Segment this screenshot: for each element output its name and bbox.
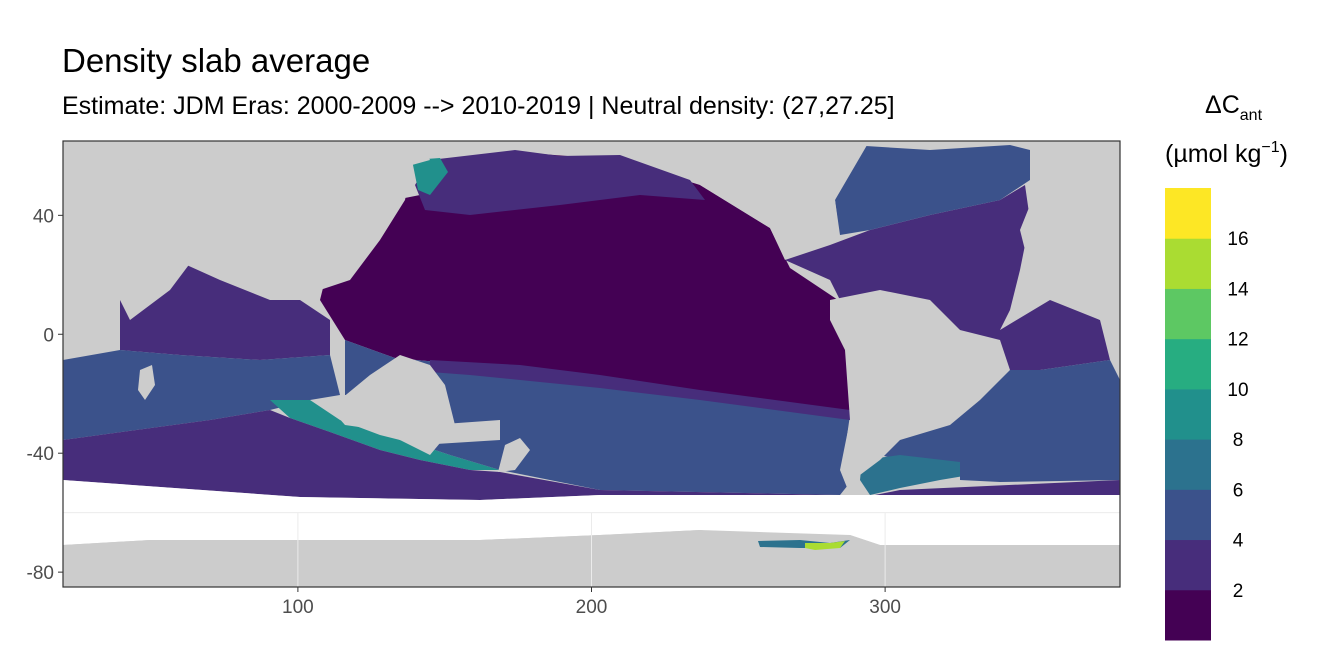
legend-swatch bbox=[1165, 439, 1211, 490]
legend-swatch bbox=[1165, 238, 1211, 289]
x-tick-label: 100 bbox=[282, 597, 314, 618]
indian-south-zone bbox=[63, 350, 340, 440]
x-tick-label: 200 bbox=[576, 597, 608, 618]
subpolar-atlantic-zone bbox=[835, 145, 1030, 235]
legend-swatch bbox=[1165, 188, 1211, 239]
legend-swatch bbox=[1165, 288, 1211, 340]
africa-east-land bbox=[1020, 180, 1120, 330]
legend-title-line2: (µmol kg−1) bbox=[1165, 139, 1288, 168]
new-zealand-land bbox=[498, 438, 530, 472]
asia-land bbox=[120, 141, 430, 290]
legend-title-line1: ΔCant bbox=[1205, 91, 1263, 124]
legend-label: 16 bbox=[1227, 229, 1248, 250]
europe-land bbox=[1030, 141, 1120, 180]
amundsen-hotspot-zone bbox=[805, 541, 845, 550]
map-panel bbox=[63, 141, 1120, 587]
south-america-land bbox=[830, 290, 1010, 495]
y-tick-label: 0 bbox=[43, 325, 54, 346]
y-tick-label: 40 bbox=[33, 206, 54, 227]
legend-swatch bbox=[1165, 388, 1211, 440]
southern-ocean-band bbox=[63, 410, 1120, 500]
graticule bbox=[63, 512, 1120, 587]
legend-swatch bbox=[1165, 489, 1211, 541]
color-legend: ΔCant (µmol kg−1) 2 4 6 8 10 12 14 16 bbox=[1165, 91, 1288, 641]
north-america-land bbox=[560, 141, 870, 260]
legend-label: 14 bbox=[1227, 279, 1249, 300]
chart-title: Density slab average bbox=[62, 42, 371, 79]
legend-label: 10 bbox=[1227, 380, 1248, 401]
pacific-transition-zone bbox=[430, 360, 850, 420]
legend-label: 8 bbox=[1233, 430, 1244, 451]
legend-colorbar bbox=[1165, 188, 1211, 641]
legend-swatch bbox=[1165, 589, 1211, 641]
chart-subtitle: Estimate: JDM Eras: 2000-2009 --> 2010-2… bbox=[62, 92, 895, 120]
legend-swatch bbox=[1165, 338, 1211, 390]
y-tick-label: -40 bbox=[27, 444, 54, 465]
legend-label: 12 bbox=[1227, 330, 1248, 351]
north-pacific-band bbox=[415, 150, 705, 215]
australia-land bbox=[330, 355, 455, 455]
legend-label: 4 bbox=[1233, 531, 1244, 552]
madagascar-land bbox=[138, 365, 155, 400]
legend-label: 6 bbox=[1233, 480, 1244, 501]
south-pacific-zone bbox=[345, 340, 860, 495]
legend-labels: 2 4 6 8 10 12 14 16 bbox=[1227, 229, 1249, 602]
pacific-tropical-zone bbox=[320, 152, 855, 415]
legend-label: 2 bbox=[1233, 581, 1244, 602]
okhotsk-zone bbox=[412, 158, 448, 195]
atlantic-north-zone bbox=[785, 185, 1030, 330]
south-atlantic-lower-zone bbox=[960, 462, 1120, 482]
y-tick-label: -80 bbox=[27, 563, 54, 584]
x-tick-label: 300 bbox=[869, 597, 901, 618]
legend-swatch bbox=[1165, 539, 1211, 591]
